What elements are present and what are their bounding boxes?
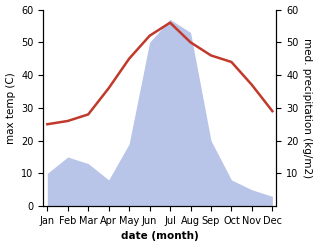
Y-axis label: max temp (C): max temp (C) bbox=[5, 72, 16, 144]
X-axis label: date (month): date (month) bbox=[121, 231, 199, 242]
Y-axis label: med. precipitation (kg/m2): med. precipitation (kg/m2) bbox=[302, 38, 313, 178]
